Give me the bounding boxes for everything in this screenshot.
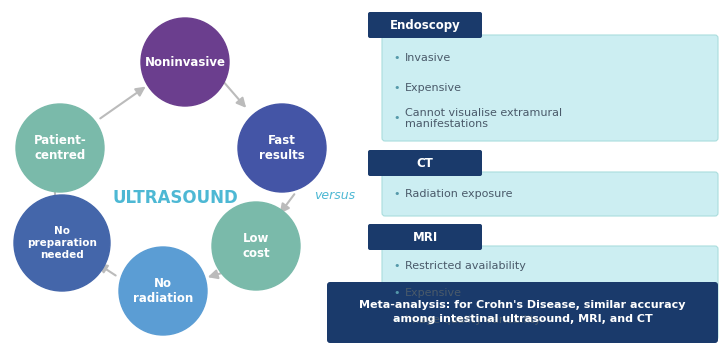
Text: Patient-
centred: Patient- centred [34,134,86,162]
Text: •: • [394,113,401,123]
Circle shape [16,104,104,192]
Circle shape [141,18,229,106]
Text: MRI: MRI [412,230,437,244]
FancyBboxPatch shape [382,246,718,340]
FancyBboxPatch shape [368,224,482,250]
Text: Cannot visualise extramural
manifestations: Cannot visualise extramural manifestatio… [405,108,562,129]
Circle shape [119,247,207,335]
Text: No
radiation: No radiation [133,277,193,305]
Text: Fast
results: Fast results [259,134,305,162]
Text: Expensive: Expensive [405,83,462,93]
Text: •: • [394,53,401,63]
Text: •: • [394,315,401,325]
Text: Radiation exposure: Radiation exposure [405,189,513,199]
Text: ULTRASOUND: ULTRASOUND [112,189,238,207]
FancyBboxPatch shape [368,12,482,38]
Text: Endoscopy: Endoscopy [390,18,461,32]
Text: Invasive: Invasive [405,53,451,63]
Text: Low
cost: Low cost [242,232,270,260]
FancyBboxPatch shape [382,35,718,141]
FancyBboxPatch shape [368,150,482,176]
Text: No
preparation
needed: No preparation needed [27,226,97,260]
Text: Meta-analysis: for Crohn's Disease, similar accuracy
among intestinal ultrasound: Meta-analysis: for Crohn's Disease, simi… [359,301,685,324]
FancyBboxPatch shape [382,172,718,216]
FancyBboxPatch shape [327,282,718,343]
Text: Image quality variability: Image quality variability [405,315,541,325]
Circle shape [212,202,300,290]
Text: •: • [394,288,401,298]
Text: •: • [394,261,401,271]
Text: •: • [394,83,401,93]
Text: CT: CT [416,156,433,169]
Text: •: • [394,189,401,199]
Text: versus: versus [315,188,356,202]
Circle shape [14,195,110,291]
Text: Noninvasive: Noninvasive [145,56,226,68]
Text: Restricted availability: Restricted availability [405,261,526,271]
Circle shape [238,104,326,192]
Text: Expensive: Expensive [405,288,462,298]
